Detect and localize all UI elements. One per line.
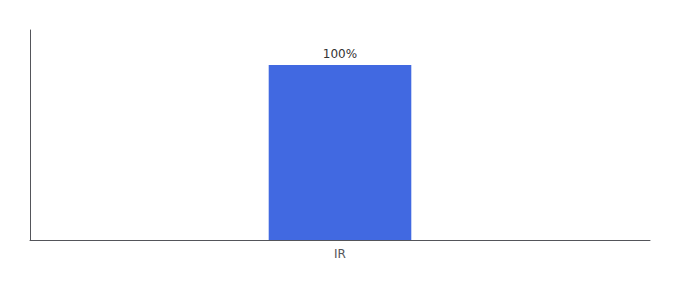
svg-text:IR: IR (334, 247, 346, 261)
svg-text:100%: 100% (323, 47, 357, 61)
